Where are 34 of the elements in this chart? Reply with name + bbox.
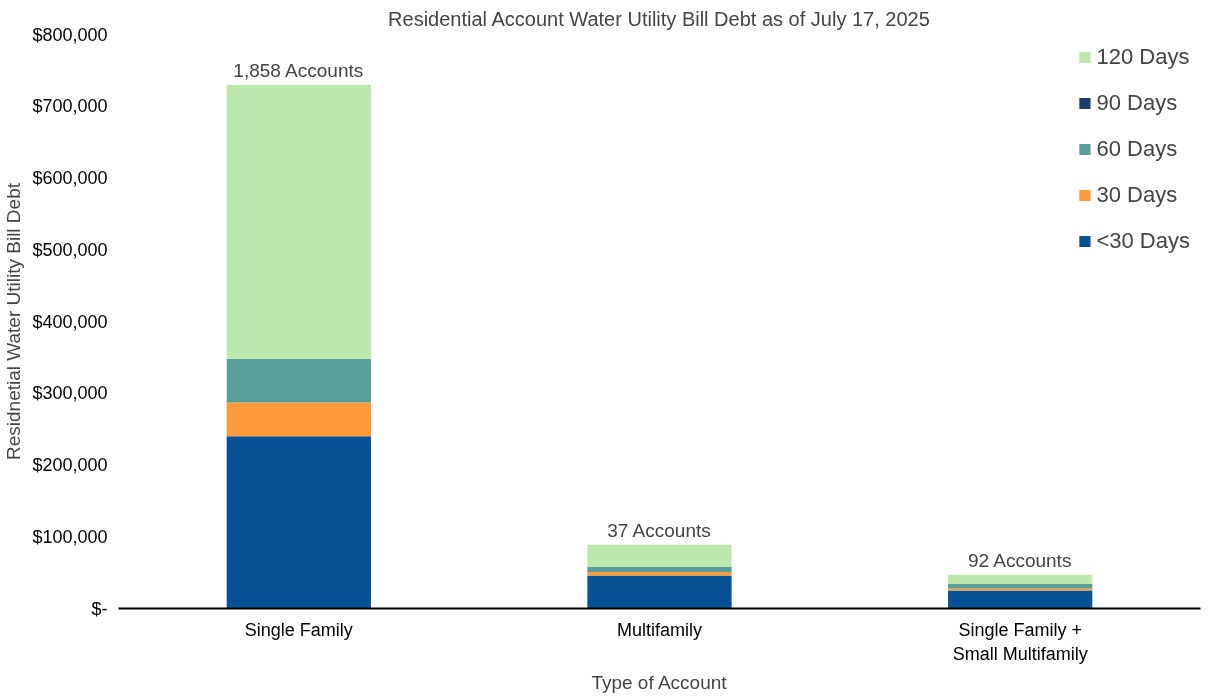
y-tick-label: $800,000 (32, 24, 108, 45)
legend-label: 30 Days (1096, 182, 1178, 208)
chart-title: Residential Account Water Utility Bill Debt as of July 17, 2025 (388, 7, 930, 30)
bar (948, 584, 1093, 589)
x-axis-title: Type of Account (591, 671, 728, 693)
bar (226, 84, 371, 359)
legend-label: 90 Days (1096, 90, 1178, 116)
y-tick-label: $200,000 (32, 455, 108, 475)
y-tick-label: $300,000 (32, 383, 108, 404)
bar (226, 358, 371, 403)
y-tick-label: $- (91, 598, 108, 619)
bar (226, 402, 371, 437)
annotation: 92 Accounts (967, 549, 1072, 571)
x-tick-label: Multifamily (617, 619, 703, 640)
bar (948, 590, 1093, 609)
bar (226, 436, 371, 609)
y-axis-title: Residnetial Water Utility Bill Debt (3, 182, 25, 460)
bar (587, 575, 732, 609)
bar (948, 574, 1093, 585)
x-tick-label: Single Family (244, 619, 353, 640)
bar (587, 566, 732, 572)
bar (948, 588, 1093, 591)
y-tick-label: $100,000 (32, 526, 108, 547)
y-tick-label: $700,000 (32, 96, 108, 117)
annotation: 37 Accounts (607, 519, 711, 541)
y-tick-label: $500,000 (32, 239, 108, 260)
legend-label: <30 Days (1096, 228, 1190, 254)
x-tick-label: Single Family + Small Multifamily (952, 619, 1088, 664)
bar (587, 544, 732, 567)
legend-label: 60 Days (1096, 136, 1178, 162)
annotation: 1,858 Accounts (233, 59, 364, 81)
y-tick-label: $400,000 (32, 311, 108, 332)
legend-label: 120 Days (1096, 44, 1190, 70)
y-tick-label: $600,000 (32, 168, 108, 188)
